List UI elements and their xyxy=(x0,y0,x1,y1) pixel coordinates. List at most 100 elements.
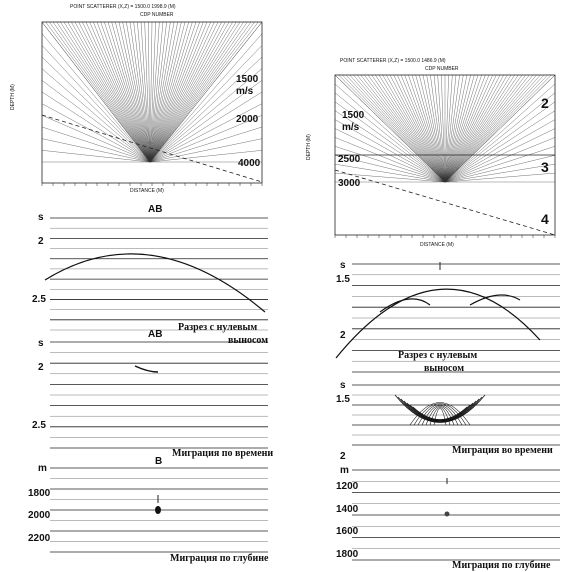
line xyxy=(149,21,226,163)
line xyxy=(437,74,446,183)
line xyxy=(334,101,446,183)
line xyxy=(45,21,151,163)
line xyxy=(149,103,263,163)
event xyxy=(134,365,159,373)
line xyxy=(67,21,151,163)
model-header: POINT SCATTERER (X,Z) = 1500.0 1998.9 (M… xyxy=(70,4,176,10)
y-axis-title: DEPTH (M) xyxy=(10,84,16,110)
line xyxy=(444,74,515,183)
event xyxy=(469,294,521,306)
line xyxy=(49,21,151,163)
line xyxy=(41,56,151,163)
layer-label: 3 xyxy=(541,159,549,175)
line xyxy=(430,74,446,183)
line xyxy=(444,74,556,183)
line xyxy=(149,138,263,163)
line xyxy=(89,21,151,163)
line xyxy=(149,21,189,163)
line xyxy=(367,74,446,183)
line xyxy=(52,21,151,163)
line xyxy=(96,21,151,163)
line xyxy=(129,21,151,163)
line xyxy=(345,74,446,183)
line xyxy=(41,91,151,163)
tick-label: 1.5 xyxy=(336,274,350,285)
line xyxy=(41,68,151,163)
line xyxy=(444,74,453,183)
line xyxy=(444,74,530,183)
line xyxy=(334,169,556,236)
line xyxy=(149,21,160,163)
line xyxy=(149,21,244,163)
line xyxy=(444,92,556,183)
line xyxy=(444,74,449,183)
event xyxy=(444,511,450,517)
line xyxy=(93,21,151,163)
velocity: 2500 xyxy=(338,154,361,165)
line xyxy=(41,21,151,163)
line xyxy=(149,21,164,163)
line xyxy=(126,21,151,163)
event xyxy=(379,298,431,313)
line xyxy=(444,74,519,183)
decoration xyxy=(41,21,560,561)
line xyxy=(71,21,151,163)
line xyxy=(408,74,446,183)
line xyxy=(149,21,222,163)
line xyxy=(149,21,153,163)
line xyxy=(149,150,263,163)
x-axis-title: DISTANCE (M) xyxy=(130,188,164,194)
caption: Миграция по глубине xyxy=(170,553,269,564)
marker: AB xyxy=(148,329,162,340)
line xyxy=(444,74,537,183)
event xyxy=(425,406,455,426)
line xyxy=(349,74,446,183)
line xyxy=(444,74,493,183)
event xyxy=(403,400,477,422)
line xyxy=(148,21,151,163)
line xyxy=(41,80,151,163)
line xyxy=(122,21,151,163)
tick-label: 2 xyxy=(340,330,346,341)
unit: m xyxy=(340,465,349,476)
line xyxy=(334,146,446,183)
line xyxy=(149,68,263,163)
marker: B xyxy=(155,456,162,467)
line xyxy=(415,74,446,183)
event xyxy=(421,405,459,426)
line xyxy=(78,21,151,163)
line xyxy=(356,74,446,183)
line xyxy=(371,74,446,183)
line xyxy=(149,21,219,163)
tick-label: 1400 xyxy=(336,504,359,515)
line xyxy=(133,21,151,163)
velocity: 4000 xyxy=(238,158,261,169)
line xyxy=(444,74,475,183)
line xyxy=(149,126,263,163)
line xyxy=(149,21,263,163)
line xyxy=(444,74,526,183)
model-header: POINT SCATTERER (X,Z) = 1500.0 1486.9 (M… xyxy=(340,58,446,64)
line xyxy=(149,21,241,163)
line xyxy=(334,163,446,183)
marker: AB xyxy=(148,204,162,215)
caption: Разрез с нулевым xyxy=(178,322,257,333)
line xyxy=(334,110,446,183)
line xyxy=(334,155,446,183)
line xyxy=(137,21,151,163)
line xyxy=(444,74,504,183)
line xyxy=(444,74,460,183)
line xyxy=(149,21,167,163)
velocity: 1500 xyxy=(236,74,259,85)
velocity-unit: m/s xyxy=(236,86,254,97)
event xyxy=(155,506,161,514)
line xyxy=(411,74,446,183)
line xyxy=(444,74,490,183)
tick-label: 2.5 xyxy=(32,420,46,431)
tick-label: 2.5 xyxy=(32,294,46,305)
tick-label: 2200 xyxy=(28,533,51,544)
line xyxy=(444,74,523,183)
velocity: 3000 xyxy=(338,178,361,189)
caption: Миграция по глубине xyxy=(452,560,551,571)
